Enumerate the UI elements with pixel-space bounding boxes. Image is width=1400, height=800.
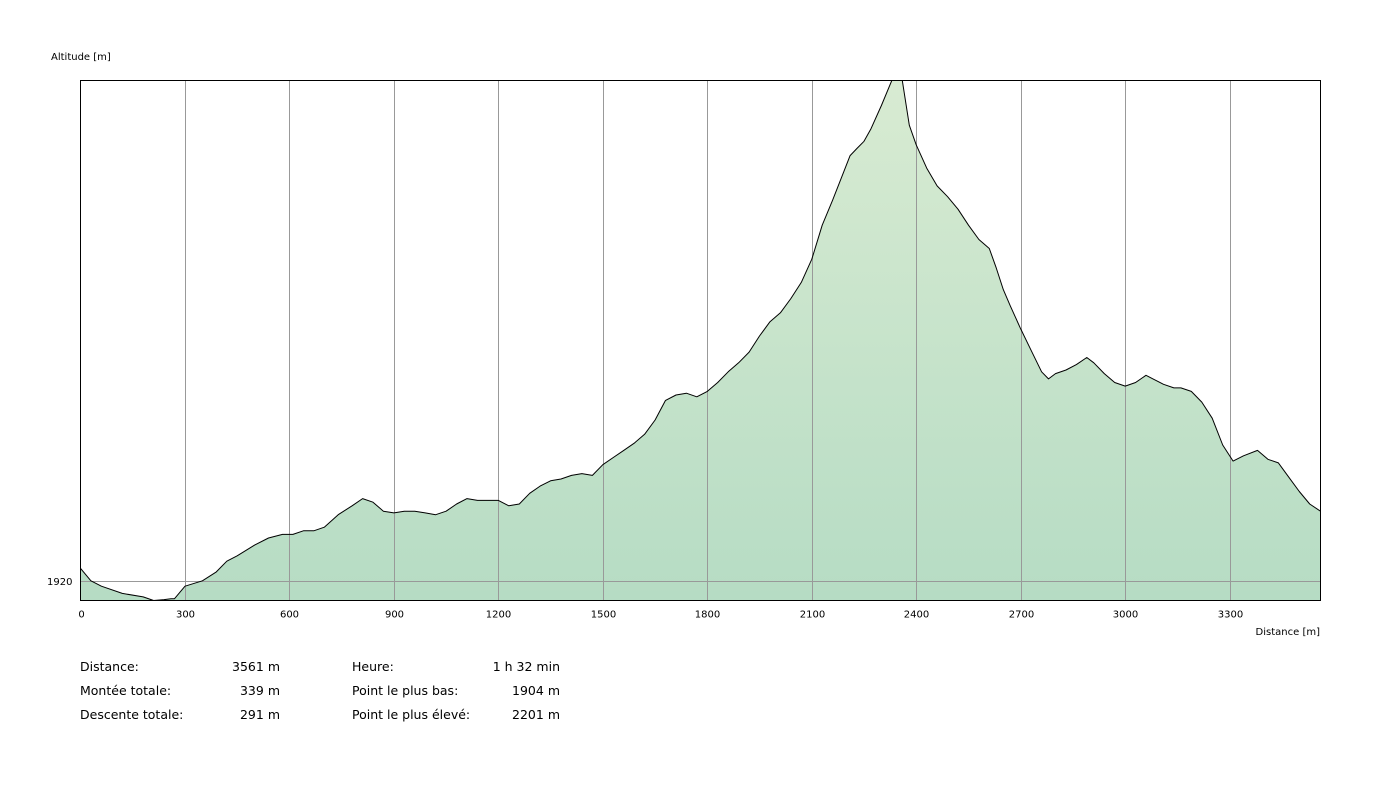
x-tick-label: 2700: [1009, 610, 1034, 621]
stat-row-lowest-point: Point le plus bas: 1904 m: [352, 680, 560, 704]
plot-frame: [80, 80, 1321, 601]
stat-value-total-descent: 291 m: [239, 707, 280, 722]
stat-row-time: Heure: 1 h 32 min: [352, 656, 560, 680]
grid-layer: [80, 80, 1321, 601]
stat-label-total-descent: Descente totale:: [80, 707, 184, 722]
x-tick-label: 1200: [486, 610, 511, 621]
y-tick-label: 1920: [47, 577, 72, 588]
x-tick-label: 3300: [1218, 610, 1243, 621]
x-tick-label: 2100: [800, 610, 825, 621]
x-tick-label: 3000: [1113, 610, 1138, 621]
x-tick-label: 1800: [695, 610, 720, 621]
x-axis-label: Distance [m]: [1256, 627, 1321, 638]
x-tick-label: 2400: [904, 610, 929, 621]
elevation-line: [80, 80, 1321, 601]
stat-label-distance: Distance:: [80, 659, 139, 674]
stat-row-total-descent: Descente totale: 291 m: [80, 704, 280, 728]
line-layer: [80, 80, 1321, 601]
stat-label-lowest-point: Point le plus bas:: [352, 683, 459, 698]
stat-label-time: Heure:: [352, 659, 394, 674]
x-tick-label: 1500: [591, 610, 616, 621]
stat-value-highest-point: 2201 m: [512, 707, 560, 722]
stat-value-total-ascent: 339 m: [239, 683, 280, 698]
x-tick-label: 300: [176, 610, 195, 621]
stat-row-total-ascent: Montée totale: 339 m: [80, 680, 280, 704]
area-layer: [80, 80, 1321, 601]
stat-row-distance: Distance: 3561 m: [80, 656, 280, 680]
tick-layer: 0 300 600 900 1200 1500 1800 2100 2400 2700 3000 33…: [47, 577, 1243, 621]
stat-value-distance: 3561 m: [232, 659, 280, 674]
x-tick-label: 900: [385, 610, 404, 621]
stat-label-highest-point: Point le plus élevé:: [352, 707, 471, 722]
y-axis-label: Altitude [m]: [51, 52, 111, 63]
x-tick-label: 600: [280, 610, 299, 621]
stat-value-lowest-point: 1904 m: [512, 683, 560, 698]
stats-right: Heure: 1 h 32 min Point le plus bas: 190…: [352, 656, 560, 728]
elevation-area: [80, 80, 1321, 601]
stat-value-time: 1 h 32 min: [492, 659, 560, 674]
stats-left: Distance: 3561 m Montée totale: 339 m De…: [80, 656, 280, 728]
stat-label-total-ascent: Montée totale:: [80, 683, 172, 698]
stat-row-highest-point: Point le plus élevé: 2201 m: [352, 704, 560, 728]
x-tick-label: 0: [78, 610, 84, 621]
